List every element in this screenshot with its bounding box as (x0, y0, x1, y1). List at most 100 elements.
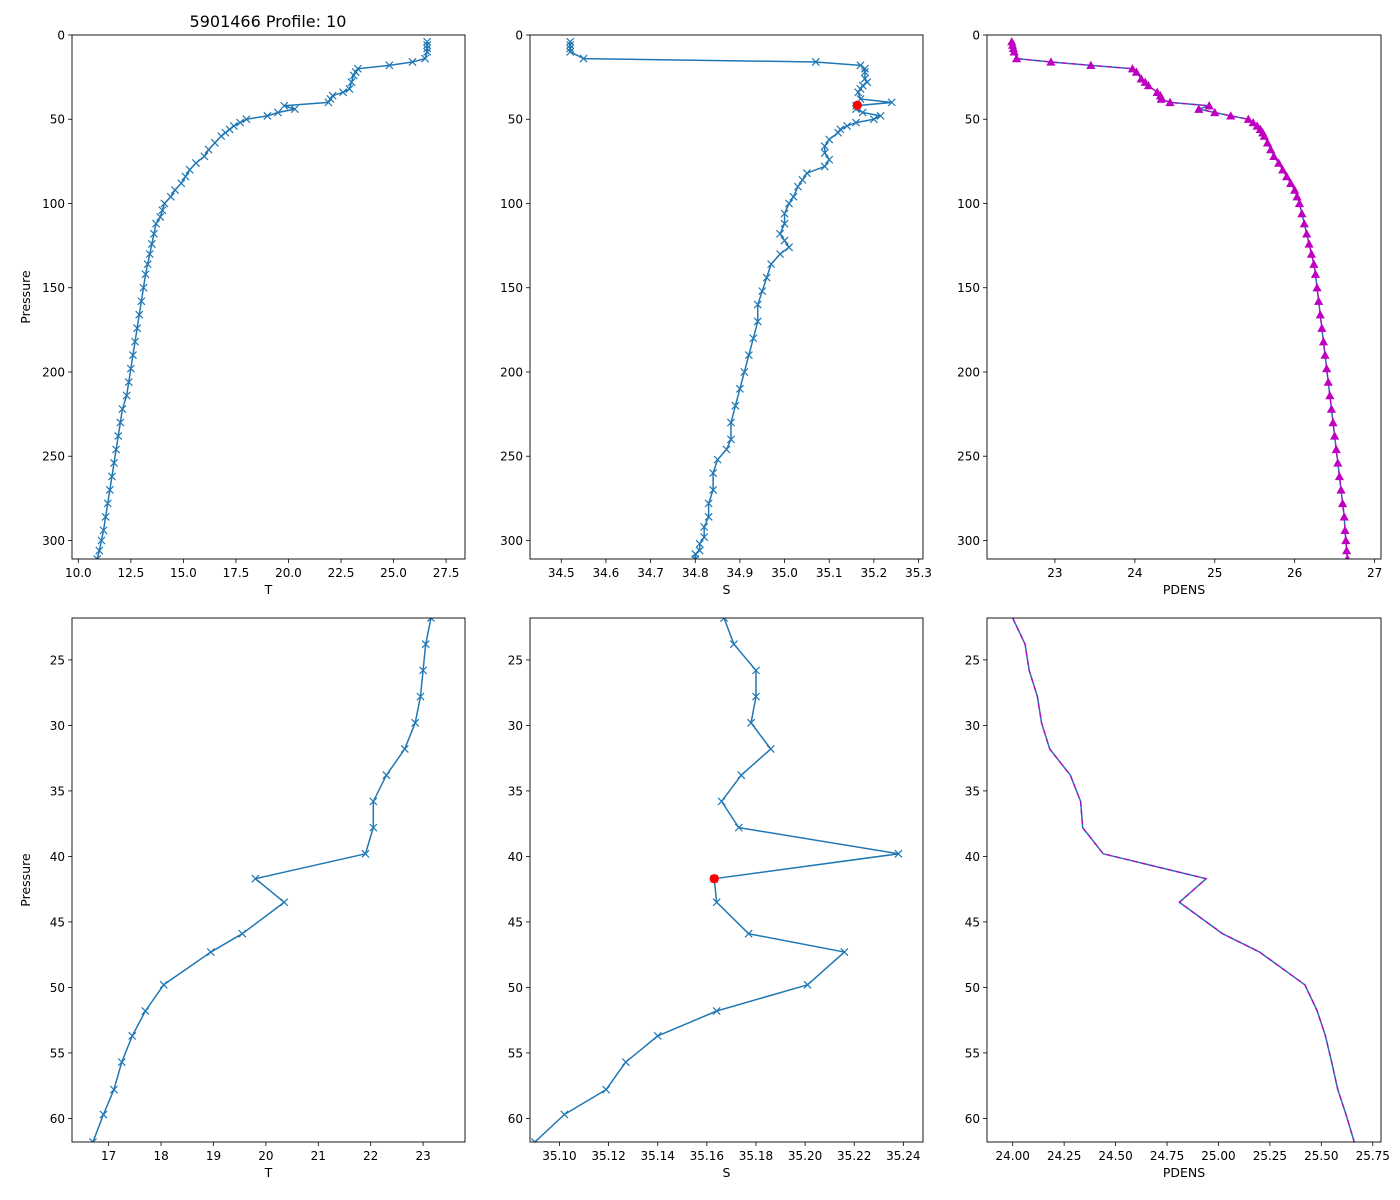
x-tick-label: 34.8 (682, 566, 709, 580)
data-point (753, 317, 762, 326)
data-point (784, 199, 794, 208)
data-point (1339, 512, 1349, 521)
data-point (1165, 97, 1175, 107)
y-tick-label: 45 (508, 915, 523, 929)
data-point (423, 44, 432, 53)
data-point (128, 351, 137, 360)
data-point (566, 44, 575, 53)
x-axis-label: S (723, 582, 731, 597)
data-point (798, 175, 807, 184)
data-point (566, 41, 575, 50)
x-tick-label: 24.50 (1098, 1149, 1132, 1163)
data-point (704, 499, 713, 508)
data-point (369, 823, 378, 832)
panel-t_zoom: 17 18 19 20 21 22 23 25 30 35 40 45 50 55 60 T Pressure (18, 617, 466, 1180)
x-tick-label: 35.18 (739, 1149, 773, 1163)
data-point (820, 142, 829, 151)
x-tick-label: 26 (1287, 566, 1302, 580)
data-point (712, 1006, 721, 1016)
data-point (181, 172, 190, 181)
y-tick-label: 200 (500, 365, 523, 379)
x-tick-label: 34.5 (548, 566, 575, 580)
data-point (93, 554, 102, 559)
data-point (1127, 64, 1138, 73)
x-tick-label: 20 (258, 1149, 273, 1163)
data-point (1269, 151, 1279, 160)
data-point (691, 554, 700, 559)
data-point (143, 260, 152, 269)
data-point (1318, 337, 1329, 346)
y-tick-label: 25 (50, 653, 65, 667)
data-point (105, 485, 114, 494)
data-point (854, 88, 863, 97)
data-point (751, 666, 760, 675)
data-point (217, 132, 226, 141)
data-point (780, 219, 789, 228)
y-tick-label: 250 (42, 450, 65, 464)
data-point (251, 874, 260, 883)
y-tick-label: 300 (957, 534, 980, 548)
data-point (1304, 239, 1314, 248)
data-point (820, 148, 829, 157)
y-tick-label: 250 (957, 450, 980, 464)
data-point (1317, 323, 1327, 332)
data-point (1341, 535, 1351, 545)
x-tick-label: 35.2 (861, 566, 888, 580)
data-point (177, 179, 186, 188)
data-point (566, 37, 575, 46)
data-point (152, 219, 161, 228)
data-point (1294, 198, 1305, 208)
data-point (426, 618, 435, 623)
y-tick-label: 30 (965, 719, 980, 733)
data-point (1315, 310, 1325, 319)
data-point (858, 108, 867, 117)
axes-frame (529, 34, 924, 560)
data-point (851, 118, 861, 127)
x-tick-label: 35.20 (788, 1149, 822, 1163)
data-point (726, 435, 735, 444)
data-point (1342, 545, 1352, 555)
data-point (856, 61, 865, 70)
data-point (382, 771, 391, 780)
x-axis-label: T (264, 582, 273, 597)
data-point (1282, 171, 1292, 181)
axes-frame (986, 617, 1382, 1143)
y-tick-label: 25 (508, 653, 523, 667)
x-tick-label: 35.22 (837, 1149, 871, 1163)
y-tick-label: 0 (57, 29, 65, 43)
data-point (1248, 118, 1258, 127)
data-point (860, 68, 869, 77)
y-tick-label: 55 (965, 1046, 980, 1060)
y-tick-label: 30 (508, 719, 523, 733)
data-point (869, 115, 878, 124)
y-tick-label: 50 (965, 981, 980, 995)
data-point (345, 84, 354, 93)
data-point (840, 948, 849, 957)
y-tick-label: 150 (957, 281, 980, 295)
x-tick-label: 24.25 (1047, 1149, 1081, 1163)
data-point (160, 199, 169, 208)
data-point (170, 185, 180, 195)
y-axis-label: Pressure (18, 853, 33, 907)
data-point (156, 212, 165, 221)
data-point (1292, 192, 1302, 201)
data-point (1194, 104, 1204, 113)
data-point (1338, 498, 1348, 508)
x-tick-label: 25.50 (1304, 1149, 1338, 1163)
data-point (347, 78, 356, 87)
data-point (709, 485, 718, 494)
data-point (876, 111, 885, 120)
y-tick-label: 250 (500, 450, 523, 464)
data-point (122, 391, 131, 400)
data-point (767, 260, 776, 269)
data-point (737, 771, 746, 780)
data-point (780, 236, 789, 245)
x-tick-label: 35.1 (816, 566, 843, 580)
y-tick-label: 40 (508, 850, 523, 864)
panel-pdens_full: 23 24 25 26 27 0 50 100 150 200 250 300 PDENS (957, 29, 1382, 598)
data-point (753, 300, 762, 309)
data-point (1326, 404, 1337, 413)
data-point (1226, 111, 1236, 120)
data-point (695, 539, 704, 548)
data-point (1286, 178, 1296, 187)
